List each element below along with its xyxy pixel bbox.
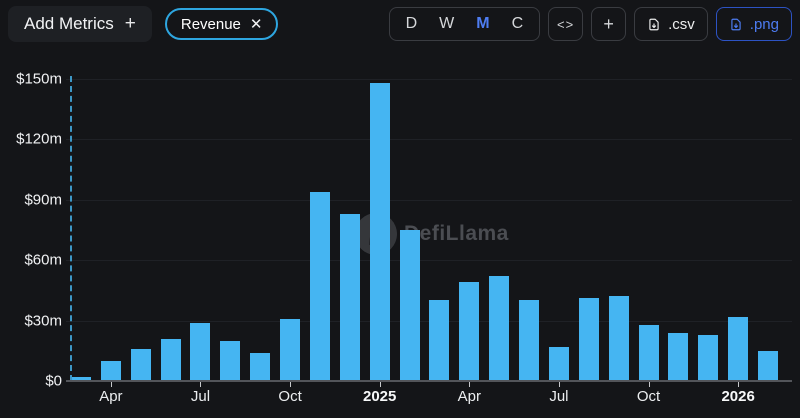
bar-apr-2024[interactable] (100, 361, 121, 381)
y-axis-tick-label: $60m (24, 251, 62, 269)
bar-oct-2025[interactable] (638, 325, 659, 381)
x-axis-tick-label: 2026 (721, 388, 755, 405)
x-axis-tick-label: Apr (457, 388, 481, 405)
y-axis-tick-label: $150m (16, 70, 62, 88)
download-file-icon (647, 17, 661, 32)
x-axis-tick (648, 382, 650, 387)
bar-may-2024[interactable] (130, 349, 151, 381)
x-axis-tick (469, 382, 471, 387)
x-axis-tick-label: Oct (636, 388, 661, 405)
bar-aug-2025[interactable] (578, 298, 599, 381)
interval-weekly-button[interactable]: W (439, 15, 455, 32)
csv-label: .csv (668, 15, 695, 33)
y-axis-tick-label: $30m (24, 312, 62, 330)
download-file-icon (729, 17, 743, 32)
bar-aug-2024[interactable] (220, 341, 241, 381)
x-axis-tick (110, 382, 112, 387)
bar-dec-2024[interactable] (339, 214, 360, 381)
bar-jul-2024[interactable] (190, 323, 211, 381)
bar-feb-2026[interactable] (758, 351, 778, 381)
interval-group: D W M C (388, 7, 541, 41)
interval-daily-button[interactable]: D (405, 15, 418, 32)
embed-icon: <> (557, 16, 575, 32)
plus-icon: + (124, 13, 136, 34)
bar-dec-2025[interactable] (698, 335, 719, 381)
x-axis-tick (379, 382, 381, 387)
x-axis-line (66, 380, 792, 382)
x-axis-tick (290, 382, 292, 387)
bar-nov-2024[interactable] (309, 192, 330, 381)
bar-sep-2025[interactable] (608, 296, 629, 381)
interval-monthly-button[interactable]: M (476, 15, 490, 32)
bar-jun-2025[interactable] (519, 300, 540, 381)
download-png-button[interactable]: .png (715, 7, 792, 41)
gridline (66, 139, 792, 141)
download-csv-button[interactable]: .csv (634, 7, 708, 41)
bar-mar-2025[interactable] (429, 300, 450, 381)
x-axis-tick-label: 2025 (363, 388, 397, 405)
gridline (66, 320, 792, 322)
bar-apr-2025[interactable] (459, 282, 480, 381)
y-axis-tick-label: $0 (45, 372, 62, 390)
bar-sep-2024[interactable] (250, 353, 271, 381)
metric-pill-revenue[interactable]: Revenue ✕ (164, 8, 279, 40)
y-axis-tick-label: $90m (24, 191, 62, 209)
bar-jul-2025[interactable] (548, 347, 569, 381)
x-axis-tick (558, 382, 560, 387)
close-icon[interactable]: ✕ (249, 16, 263, 33)
bar-oct-2024[interactable] (280, 319, 301, 381)
bar-may-2025[interactable] (489, 276, 510, 381)
series-start-dashed-line (70, 76, 72, 381)
gridline (66, 199, 792, 201)
gridline (66, 260, 792, 262)
bar-nov-2025[interactable] (668, 333, 689, 381)
watermark-text: DefiLlama (404, 222, 509, 245)
bar-mar-2024[interactable] (71, 377, 91, 381)
png-label: .png (749, 15, 779, 33)
x-axis-tick-label: Jul (549, 388, 569, 405)
bar-jun-2024[interactable] (160, 339, 181, 381)
x-axis-tick-label: Jul (190, 388, 211, 405)
toolbar: Add Metrics + Revenue ✕ D W M C <> + .cs… (8, 6, 792, 42)
metric-pill-label: Revenue (180, 15, 241, 33)
bar-feb-2025[interactable] (399, 230, 420, 381)
bar-jan-2025[interactable] (369, 83, 390, 381)
add-metrics-label: Add Metrics (24, 14, 114, 33)
plus-icon: + (603, 13, 614, 34)
x-axis-tick-label: Oct (278, 388, 302, 405)
x-axis-tick (200, 382, 202, 387)
x-axis-tick (738, 382, 740, 387)
gridline (66, 79, 792, 80)
bar-jan-2026[interactable] (728, 317, 749, 381)
x-axis-tick-label: Apr (99, 388, 123, 405)
add-metrics-button[interactable]: Add Metrics + (8, 6, 152, 42)
add-chart-button[interactable]: + (591, 7, 627, 41)
embed-button[interactable]: <> (548, 7, 584, 41)
y-axis-tick-label: $120m (16, 130, 62, 148)
interval-cumulative-button[interactable]: C (511, 15, 524, 32)
